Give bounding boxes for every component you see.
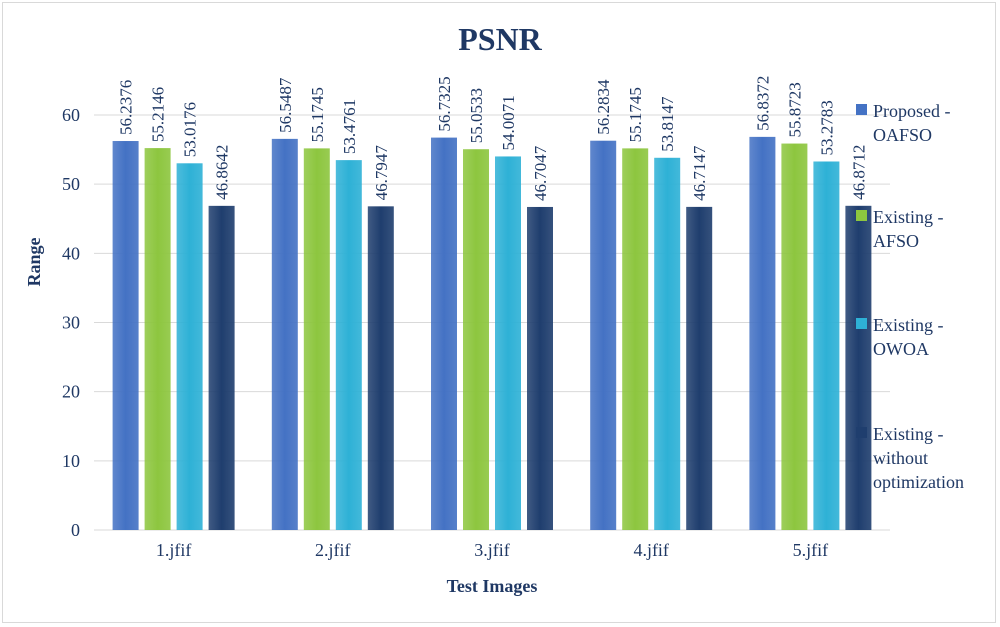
bar-1-jfif-series-4: [208, 205, 235, 530]
bar-5-jfif-series-1: [749, 136, 776, 530]
x-tick-label: 1.jfif: [156, 540, 192, 560]
data-label: 46.8712: [849, 145, 868, 200]
x-axis-ticks: 1.jfif 2.jfif 3.jfif 4.jfif 5.jfif: [156, 540, 828, 560]
y-tick-label: 50: [62, 174, 80, 194]
legend-label: Existing -: [873, 424, 944, 444]
y-axis-ticks: 0 10 20 30 40 50 60: [62, 105, 80, 540]
data-label: 46.7147: [690, 145, 709, 201]
bar-4-jfif-series-2: [622, 148, 649, 530]
data-label: 55.0533: [467, 88, 486, 143]
legend-label: Existing -: [873, 315, 944, 335]
bar-2-jfif-series-3: [335, 160, 362, 530]
data-label: 55.1745: [308, 87, 327, 142]
x-tick-label: 4.jfif: [633, 540, 669, 560]
bar-5-jfif-series-4: [845, 205, 872, 530]
y-tick-label: 20: [62, 382, 80, 402]
bar-2-jfif-series-2: [303, 148, 330, 530]
legend-swatch: [856, 210, 867, 221]
bar-1-jfif-series-1: [112, 141, 139, 531]
x-axis-title: Test Images: [447, 576, 538, 596]
data-label: 53.4761: [340, 99, 359, 154]
data-label: 46.7047: [531, 145, 550, 201]
bar-2-jfif-series-1: [271, 138, 298, 530]
bar-2-jfif-series-4: [367, 206, 394, 530]
data-label: 55.1745: [626, 87, 645, 142]
y-axis-title: Range: [24, 237, 44, 286]
bar-3-jfif-series-4: [527, 206, 553, 530]
bar-3-jfif-series-2: [463, 149, 489, 531]
bar-3-jfif-series-1: [431, 137, 457, 530]
x-tick-label: 2.jfif: [315, 540, 351, 560]
data-label: 53.8147: [658, 96, 677, 152]
data-label: 55.8723: [785, 82, 804, 137]
bar-5-jfif-series-2: [781, 143, 808, 530]
data-label: 53.0176: [181, 102, 200, 157]
data-label: 46.8642: [213, 145, 232, 200]
data-label: 56.7325: [435, 76, 454, 131]
data-label: 54.0071: [499, 95, 518, 150]
legend-label: optimization: [873, 472, 964, 492]
x-tick-label: 5.jfif: [793, 540, 829, 560]
legend-swatch: [856, 318, 867, 329]
data-label: 56.5487: [276, 77, 295, 133]
data-label: 46.7947: [372, 145, 391, 201]
legend-label: Proposed -: [873, 101, 951, 121]
data-label: 56.2376: [117, 80, 136, 135]
bars: [112, 136, 872, 531]
legend-label: OWOA: [873, 339, 929, 359]
bar-1-jfif-series-3: [176, 163, 203, 531]
y-tick-label: 30: [62, 313, 80, 333]
chart-title: PSNR: [458, 21, 542, 57]
data-label: 55.2146: [149, 87, 168, 142]
legend-label: AFSO: [873, 231, 919, 251]
bar-4-jfif-series-4: [686, 206, 713, 530]
y-tick-label: 60: [62, 105, 80, 125]
y-tick-label: 0: [71, 520, 80, 540]
legend-label: Existing -: [873, 207, 944, 227]
data-label: 56.8372: [753, 76, 772, 131]
legend-label: OAFSO: [873, 125, 932, 145]
legend: Proposed - OAFSO Existing - AFSO Existing - O…: [856, 101, 964, 492]
bar-3-jfif-series-3: [495, 156, 521, 530]
bar-1-jfif-series-2: [144, 148, 171, 531]
y-tick-label: 10: [62, 451, 80, 471]
data-label: 53.2783: [817, 100, 836, 155]
data-labels: 56.2376 55.2146 53.0176 46.8642 56.5487 55.17…: [117, 76, 869, 201]
bar-5-jfif-series-3: [813, 161, 840, 530]
bar-4-jfif-series-1: [590, 140, 617, 530]
legend-swatch: [856, 427, 867, 438]
bar-4-jfif-series-3: [654, 157, 681, 530]
data-label: 56.2834: [594, 79, 613, 135]
legend-swatch: [856, 104, 867, 115]
legend-label: without: [873, 448, 928, 468]
x-tick-label: 3.jfif: [474, 540, 510, 560]
y-tick-label: 40: [62, 243, 80, 263]
